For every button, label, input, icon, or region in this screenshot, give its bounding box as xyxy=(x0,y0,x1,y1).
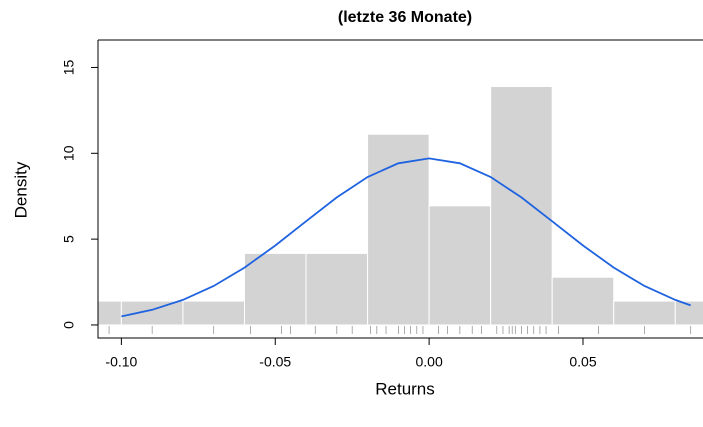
x-tick-label: 0.05 xyxy=(569,354,596,370)
y-tick-label: 15 xyxy=(61,59,77,75)
plot-frame xyxy=(97,39,703,339)
bar xyxy=(367,133,430,326)
bar xyxy=(243,252,307,326)
density-curve xyxy=(121,157,692,318)
x-tick-label: 0.00 xyxy=(415,354,442,370)
chart-title: (letzte 36 Monate) xyxy=(338,9,472,26)
bar xyxy=(613,300,676,326)
x-axis-label: Returns xyxy=(375,379,435,398)
x-tick-label: -0.05 xyxy=(259,354,291,370)
bar xyxy=(428,205,492,326)
x-tick-label: -0.10 xyxy=(105,354,137,370)
bar xyxy=(490,86,553,326)
y-tick-label: 0 xyxy=(61,321,77,329)
bar xyxy=(674,300,703,326)
bar xyxy=(305,252,369,326)
bar xyxy=(551,276,615,326)
bar xyxy=(182,300,245,326)
y-tick-label: 10 xyxy=(61,145,77,161)
y-tick-label: 5 xyxy=(61,235,77,243)
y-axis-label: Density xyxy=(11,161,30,218)
plot-area xyxy=(98,86,703,334)
bar xyxy=(120,300,184,326)
